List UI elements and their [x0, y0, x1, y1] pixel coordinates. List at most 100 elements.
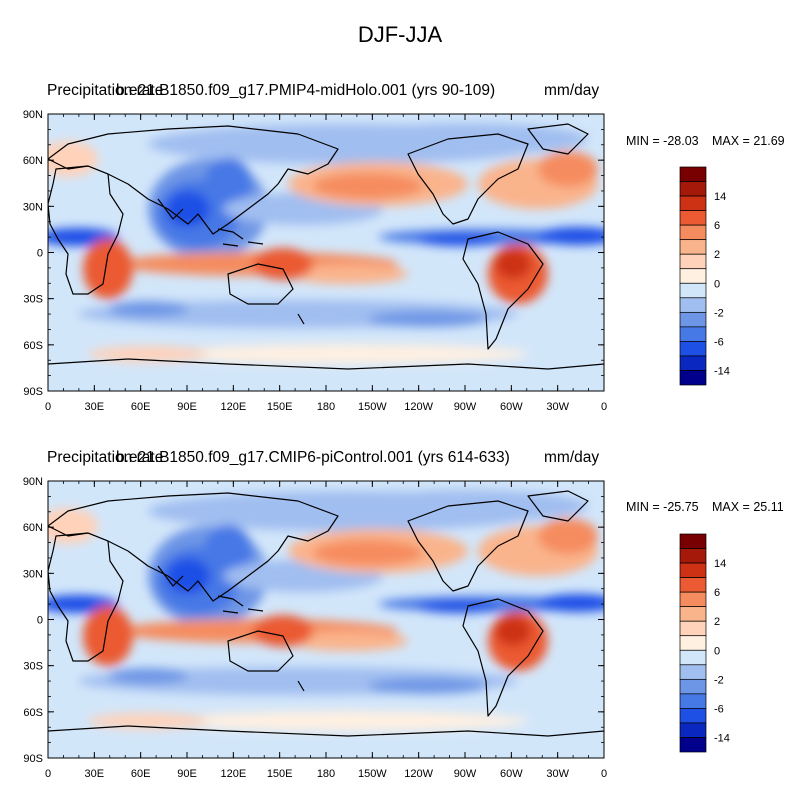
panel-1-colorbar-swatch: [679, 195, 707, 211]
panel-2-lon-label: 0: [601, 768, 607, 780]
panel-1-map: [48, 114, 604, 391]
panel-1-lon-label: 60W: [500, 401, 523, 413]
panel-2-colorbar-label: 14: [714, 558, 726, 570]
panel-1-colorbar-label: 14: [714, 191, 726, 203]
panel-2-lat-label: 60N: [23, 522, 43, 534]
panel-1-lon-label: 30W: [546, 401, 569, 413]
panel-2-colorbar-swatch: [679, 620, 707, 637]
panel-1-lat-label: 60N: [23, 155, 43, 167]
panel-1-lat-label: 90N: [23, 109, 43, 121]
panel-2-lat-label: 90S: [23, 753, 43, 765]
panel-1-right-label: mm/day: [544, 82, 600, 99]
panel-1-colorbar-swatch: [679, 268, 707, 284]
panel-2-lat-label: 60S: [23, 707, 43, 719]
panel-1-colorbar: 14 6 2 0 -2 -6 -14: [679, 166, 730, 386]
panel-2-colorbar-swatch: [679, 722, 707, 738]
panel-2-map: [48, 481, 604, 758]
panel-2-min-label: MIN = -25.75: [626, 500, 699, 514]
panel-2-colorbar-swatch: [679, 577, 707, 593]
panel-2-lon-label: 90E: [177, 768, 197, 780]
panel-2-colorbar-label: -6: [714, 703, 724, 715]
panel-1-left-label: Precipitation rate: [47, 82, 164, 99]
panel-1-colorbar-swatch: [679, 282, 707, 299]
panel-1-lon-label: 90W: [454, 401, 477, 413]
panel-1-min-label: MIN = -28.03: [626, 134, 699, 148]
panel-2-lon-label: 150E: [267, 768, 293, 780]
panel-2-lon-label: 30E: [85, 768, 105, 780]
panel-1-colorbar-label: -6: [714, 336, 724, 348]
panel-2-lon-label: 90W: [454, 768, 477, 780]
panel-2-colorbar-swatch: [679, 737, 707, 753]
panel-2-lat-label: 90N: [23, 476, 43, 488]
panel-2-colorbar-swatch: [679, 678, 707, 695]
panel-1-lon-label: 90E: [177, 401, 197, 413]
panel-2-colorbar-swatch: [679, 591, 707, 608]
panel-1-colorbar-swatch: [679, 370, 707, 386]
panel-2-colorbar-label: -2: [714, 674, 724, 686]
panel-2-colorbar-label: 6: [714, 587, 720, 599]
panel-2-lon-label: 150W: [358, 768, 387, 780]
figure-title: DJF-JJA: [357, 22, 443, 47]
panel-2-colorbar-swatch: [679, 664, 707, 680]
panel-2-colorbar-swatch: [679, 649, 707, 666]
panel-2-colorbar-label: 2: [714, 616, 720, 628]
panel-2-right-label: mm/day: [544, 449, 600, 466]
panel-1-lon-label: 60E: [131, 401, 151, 413]
panel-1-colorbar-swatch: [679, 239, 707, 255]
panel-1-lat-label: 90S: [23, 386, 43, 398]
panel-2-colorbar-swatch: [679, 693, 707, 709]
panel-1-colorbar-label: 0: [714, 278, 720, 290]
panel-1-colorbar-swatch: [679, 166, 707, 182]
panel-2-lon-label: 60W: [500, 768, 523, 780]
panel-1-colorbar-swatch: [679, 253, 707, 270]
panel-2-lat-label: 0: [37, 615, 43, 627]
panel-1-colorbar-swatch: [679, 210, 707, 226]
panel-1-lon-label: 0: [45, 401, 51, 413]
panel-1-lat-label: 60S: [23, 340, 43, 352]
panel-1-colorbar-label: 6: [714, 220, 720, 232]
panel-2-colorbar-swatch: [679, 548, 707, 564]
panel-2-lon-label: 60E: [131, 768, 151, 780]
panel-2-colorbar-swatch: [679, 606, 707, 622]
panel-2-lon-label: 120W: [404, 768, 433, 780]
panel-2-lon-label: 30W: [546, 768, 569, 780]
panel-1-colorbar-label: 2: [714, 249, 720, 261]
panel-1-lon-label: 120E: [220, 401, 246, 413]
panel-2-colorbar-label: -14: [714, 732, 730, 744]
panel-1-lon-label: 0: [601, 401, 607, 413]
panel-1-lon-label: 150E: [267, 401, 293, 413]
panel-2-lon-label: 120E: [220, 768, 246, 780]
panel-1-colorbar-label: -2: [714, 307, 724, 319]
panel-1-max-label: MAX = 21.69: [712, 134, 785, 148]
panel-1-colorbar-swatch: [679, 224, 707, 241]
panel-1-colorbar-swatch: [679, 181, 707, 197]
panel-2-center-label: b.e21.B1850.f09_g17.CMIP6-piControl.001 …: [116, 449, 510, 466]
panel-1-lon-label: 150W: [358, 401, 387, 413]
panel-2-lat-label: 30S: [23, 661, 43, 673]
panel-1-lon-label: 30E: [85, 401, 105, 413]
panel-1-colorbar-swatch: [679, 311, 707, 328]
panel-1-colorbar-swatch: [679, 355, 707, 371]
panel-2-left-label: Precipitation rate: [47, 449, 164, 466]
panel-2-lon-label: 0: [45, 768, 51, 780]
panel-2-lon-label: 180: [317, 768, 335, 780]
panel-2-colorbar-swatch: [679, 708, 707, 724]
panel-1-lon-label: 120W: [404, 401, 433, 413]
panel-1-colorbar-swatch: [679, 341, 707, 357]
panel-2-colorbar-swatch: [679, 635, 707, 651]
panel-1-colorbar-swatch: [679, 326, 707, 342]
panel-2-colorbar: 14 6 2 0 -2 -6 -14: [679, 533, 730, 753]
panel-2-lat-label: 30N: [23, 568, 43, 580]
panel-2-colorbar-swatch: [679, 562, 707, 578]
panel-1-lat-label: 30N: [23, 201, 43, 213]
panel-2-colorbar-swatch: [679, 533, 707, 549]
panel-1-colorbar-label: -14: [714, 365, 730, 377]
panel-1-center-label: b.e21.B1850.f09_g17.PMIP4-midHolo.001 (y…: [116, 82, 496, 99]
panel-1-lon-label: 180: [317, 401, 335, 413]
panel-2-max-label: MAX = 25.11: [712, 500, 784, 514]
panel-2-colorbar-label: 0: [714, 645, 720, 657]
